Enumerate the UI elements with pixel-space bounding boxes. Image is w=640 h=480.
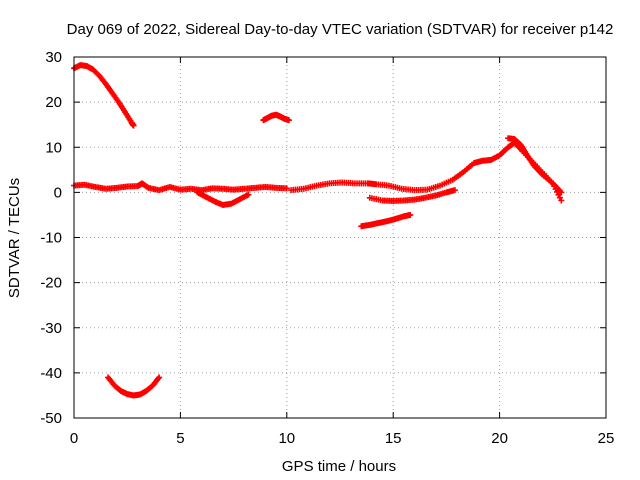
y-tick-label: 20 bbox=[45, 94, 62, 111]
x-tick-label: 5 bbox=[176, 430, 184, 447]
y-tick-label: -30 bbox=[40, 320, 62, 337]
chart-title: Day 069 of 2022, Sidereal Day-to-day VTE… bbox=[67, 21, 614, 38]
series-markers bbox=[366, 187, 458, 204]
gridlines bbox=[74, 57, 606, 418]
series-arc-near-zero-c bbox=[505, 135, 565, 204]
data-series bbox=[71, 62, 565, 399]
series-arc-negative-mid bbox=[358, 211, 414, 230]
series-arc-high-start bbox=[71, 62, 137, 129]
series-markers bbox=[505, 135, 565, 204]
y-tick-label: 10 bbox=[45, 139, 62, 156]
x-tick-label: 0 bbox=[70, 430, 78, 447]
series-markers bbox=[71, 180, 290, 194]
y-axis-label: SDTVAR / TECUs bbox=[6, 178, 23, 298]
series-markers bbox=[71, 62, 137, 129]
series-arc-low bbox=[105, 374, 163, 399]
x-axis-label: GPS time / hours bbox=[282, 458, 396, 475]
y-tick-label: -20 bbox=[40, 275, 62, 292]
series-arc-slight-negative bbox=[366, 187, 458, 204]
axis-ticks: 0 5 10 15 20 25 -50 -40 -30 -20 -10 0 10 20 30 bbox=[40, 49, 614, 447]
x-tick-label: 25 bbox=[598, 430, 615, 447]
x-tick-label: 10 bbox=[278, 430, 295, 447]
y-tick-label: -10 bbox=[40, 230, 62, 247]
series-markers bbox=[194, 189, 252, 209]
x-tick-label: 20 bbox=[491, 430, 508, 447]
series-arc-mid-high bbox=[260, 111, 292, 124]
series-markers bbox=[260, 111, 292, 124]
y-tick-label: 30 bbox=[45, 49, 62, 66]
series-markers bbox=[358, 211, 414, 230]
series-markers bbox=[105, 374, 163, 399]
x-tick-label: 15 bbox=[385, 430, 402, 447]
y-tick-label: 0 bbox=[54, 184, 62, 201]
y-tick-label: -40 bbox=[40, 365, 62, 382]
series-arc-near-zero-a bbox=[71, 180, 290, 194]
series-arc-dip-six-eight bbox=[194, 189, 252, 209]
y-tick-label: -50 bbox=[40, 410, 62, 427]
